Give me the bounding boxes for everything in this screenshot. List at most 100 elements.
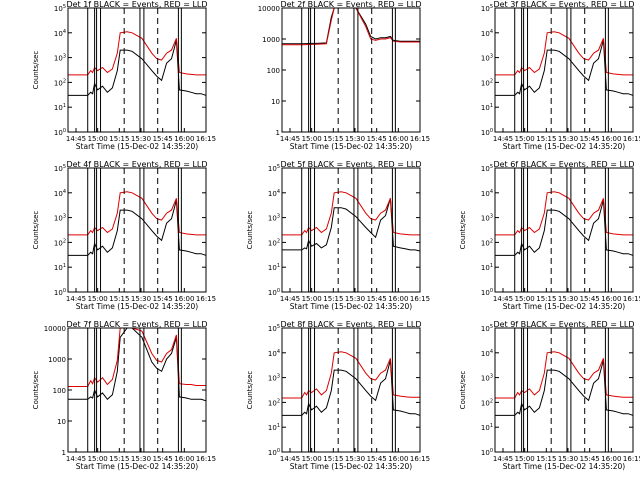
chart-panel-1: Det 1f BLACK = Events, RED = LLD 100 101 10… (32, 0, 216, 151)
x-tick-label: 15:00 (302, 455, 322, 463)
series-line-events (282, 198, 420, 252)
x-tick-label: 15:00 (515, 135, 535, 143)
x-tick-label: 15:00 (515, 455, 535, 463)
plot-frame (67, 327, 207, 453)
y-tick-label: 103 (268, 374, 280, 383)
x-tick-label: 16:00 (601, 135, 621, 143)
x-tick-label: 14:45 (66, 295, 86, 303)
y-tick-label: 102 (268, 238, 280, 247)
y-tick-label: 100 (267, 67, 280, 75)
x-tick-label: 15:30 (558, 455, 578, 463)
x-tick-label: 15:45 (367, 295, 387, 303)
y-axis-label: Counts/sec (32, 371, 40, 410)
chart-panel-3: Det 3f BLACK = Events, RED = LLD 100 101 10… (481, 0, 640, 151)
x-tick-label: 15:45 (367, 135, 387, 143)
series-line-lld (495, 191, 633, 236)
chart-title: Det 2f BLACK = Events, RED = LLD (280, 0, 421, 9)
chart-panel-2: Det 2f BLACK = Events, RED = LLD 1 10 100 10… (258, 0, 430, 151)
x-tick-label: 15:45 (580, 455, 600, 463)
y-tick-label: 105 (268, 324, 280, 333)
chart-panel-7: Det 7f BLACK = Events, RED = LLD 1 10 100 10… (32, 320, 216, 471)
y-tick-label: 104 (54, 29, 66, 38)
chart-panel-6: Det 6f BLACK = Events, RED = LLD 100 101 10… (459, 160, 640, 311)
x-axis-label: Start Time (15-Dec-02 14:35:20) (76, 302, 198, 311)
x-axis-label: Start Time (15-Dec-02 14:35:20) (76, 462, 198, 471)
y-axis-label: Counts/sec (32, 51, 40, 90)
x-tick-label: 15:45 (580, 135, 600, 143)
plot-frame (281, 327, 421, 453)
series-line-events (68, 328, 206, 402)
chart-title: Det 6f BLACK = Events, RED = LLD (493, 160, 634, 169)
x-tick-label: 16:15 (410, 295, 430, 303)
y-axis-label: Counts/sec (246, 371, 254, 410)
y-tick-label: 104 (54, 189, 66, 198)
x-tick-label: 14:45 (66, 135, 86, 143)
x-tick-label: 15:15 (323, 455, 343, 463)
series-line-lld (68, 31, 206, 76)
x-tick-label: 15:00 (88, 455, 108, 463)
x-tick-label: 16:00 (388, 295, 408, 303)
y-tick-label: 101 (54, 103, 66, 112)
y-tick-label: 103 (54, 54, 66, 63)
series-line-events (68, 200, 206, 256)
y-tick-label: 101 (268, 423, 280, 432)
y-tick-label: 105 (481, 164, 493, 173)
y-axis-label: Counts/sec (32, 211, 40, 250)
x-tick-label: 15:15 (536, 135, 556, 143)
y-tick-label: 101 (481, 423, 493, 432)
y-tick-label: 104 (268, 349, 280, 358)
series-line-lld (495, 31, 633, 76)
x-tick-label: 16:00 (601, 295, 621, 303)
y-tick-label: 100 (53, 387, 66, 395)
y-tick-label: 105 (481, 324, 493, 333)
x-tick-label: 16:00 (174, 135, 194, 143)
x-axis-label: Start Time (15-Dec-02 14:35:20) (503, 462, 625, 471)
chart-title: Det 5f BLACK = Events, RED = LLD (280, 160, 421, 169)
y-tick-label: 100 (54, 128, 66, 137)
x-tick-label: 15:00 (302, 295, 322, 303)
y-axis-label: Counts/sec (459, 211, 467, 250)
y-tick-label: 102 (54, 78, 66, 87)
y-tick-label: 102 (268, 398, 280, 407)
x-tick-label: 15:30 (345, 455, 365, 463)
plot-frame (494, 167, 634, 293)
x-tick-label: 14:45 (66, 455, 86, 463)
x-tick-label: 15:00 (515, 295, 535, 303)
y-tick-label: 100 (268, 288, 280, 297)
x-tick-label: 14:45 (280, 455, 300, 463)
chart-title: Det 8f BLACK = Events, RED = LLD (280, 320, 421, 329)
x-tick-label: 15:15 (109, 295, 129, 303)
x-tick-label: 15:45 (580, 295, 600, 303)
plot-frame (494, 327, 634, 453)
y-tick-label: 10000 (44, 325, 66, 333)
y-tick-label: 10000 (258, 5, 280, 13)
y-tick-label: 105 (268, 164, 280, 173)
x-axis-label: Start Time (15-Dec-02 14:35:20) (290, 302, 412, 311)
y-tick-label: 1000 (48, 356, 66, 364)
chart-title: Det 3f BLACK = Events, RED = LLD (493, 0, 634, 9)
x-tick-label: 14:45 (493, 295, 513, 303)
x-tick-label: 16:15 (410, 455, 430, 463)
y-tick-label: 103 (54, 214, 66, 223)
y-tick-label: 101 (481, 103, 493, 112)
x-tick-label: 15:00 (88, 295, 108, 303)
y-tick-label: 103 (268, 214, 280, 223)
series-line-events (495, 360, 633, 416)
y-tick-label: 102 (54, 238, 66, 247)
series-line-events (495, 40, 633, 96)
x-tick-label: 16:15 (623, 295, 640, 303)
x-tick-label: 14:45 (280, 135, 300, 143)
chart-panel-4: Det 4f BLACK = Events, RED = LLD 100 101 10… (32, 160, 216, 311)
x-tick-label: 15:15 (109, 135, 129, 143)
y-tick-label: 1 (62, 449, 66, 457)
y-tick-label: 101 (54, 263, 66, 272)
series-line-events (68, 40, 206, 96)
x-tick-label: 16:15 (196, 295, 216, 303)
y-tick-label: 1000 (262, 36, 280, 44)
x-axis-label: Start Time (15-Dec-02 14:35:20) (290, 462, 412, 471)
x-tick-label: 15:15 (323, 135, 343, 143)
x-tick-label: 14:45 (280, 295, 300, 303)
x-tick-label: 15:15 (536, 455, 556, 463)
x-tick-label: 15:15 (109, 455, 129, 463)
y-tick-label: 100 (481, 448, 493, 457)
